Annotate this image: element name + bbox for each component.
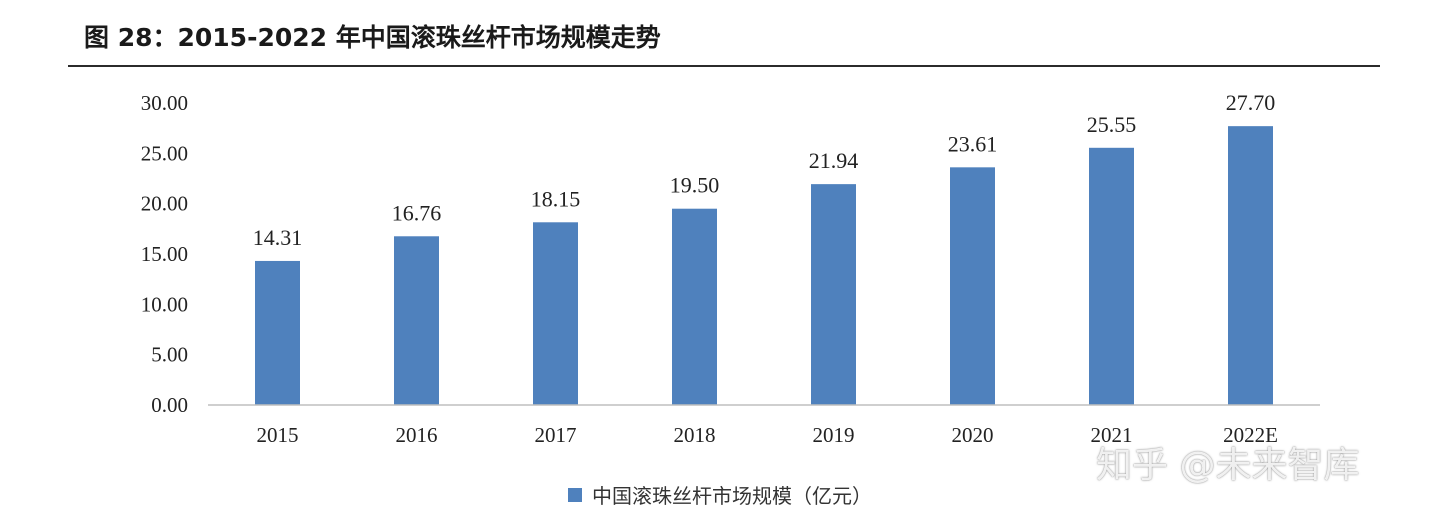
y-tick-label: 10.00 xyxy=(141,292,188,316)
data-label-2018: 19.50 xyxy=(670,173,720,198)
x-tick-label-2021: 2021 xyxy=(1091,423,1133,447)
bar-2015 xyxy=(255,260,300,405)
y-tick-label: 25.00 xyxy=(141,141,188,165)
legend-swatch xyxy=(568,487,582,502)
legend: 中国滚珠丝杆市场规模（亿元） xyxy=(0,480,1440,509)
x-tick-label-2015: 2015 xyxy=(257,423,299,447)
x-tick-label-2020: 2020 xyxy=(952,423,994,447)
x-tick-label-2016: 2016 xyxy=(396,423,438,447)
bar-2022E xyxy=(1228,126,1273,406)
y-tick-label: 15.00 xyxy=(141,242,188,266)
data-label-2016: 16.76 xyxy=(392,200,442,225)
x-axis: 2015 2016 2017 2018 2019 2020 2021 2022E xyxy=(257,423,1278,447)
y-axis: 0.00 5.00 10.00 15.00 20.00 25.00 30.00 xyxy=(141,91,188,417)
bar-2019 xyxy=(811,184,856,405)
figure-title: 图 28：2015-2022 年中国滚珠丝杆市场规模走势 xyxy=(84,23,661,52)
x-tick-label-2018: 2018 xyxy=(674,423,716,447)
bar-series: 14.31 16.76 18.15 19.50 21.94 23.61 25.55 27.70 xyxy=(253,90,1276,406)
data-label-2021: 25.55 xyxy=(1087,112,1137,137)
x-tick-label-2019: 2019 xyxy=(813,423,855,447)
data-label-2019: 21.94 xyxy=(809,148,859,173)
bar-2016 xyxy=(394,236,439,405)
bar-2021 xyxy=(1089,147,1134,405)
data-label-2017: 18.15 xyxy=(531,186,581,211)
bar-2017 xyxy=(533,222,578,405)
data-label-2015: 14.31 xyxy=(253,225,303,250)
x-tick-label-2017: 2017 xyxy=(535,423,577,447)
data-label-2022E: 27.70 xyxy=(1226,90,1276,115)
bar-2018 xyxy=(672,208,717,405)
bar-2020 xyxy=(950,167,995,405)
legend-label: 中国滚珠丝杆市场规模（亿元） xyxy=(592,484,872,508)
y-tick-label: 30.00 xyxy=(141,91,188,115)
y-tick-label: 0.00 xyxy=(151,393,188,417)
y-tick-label: 20.00 xyxy=(141,192,188,216)
data-label-2020: 23.61 xyxy=(948,131,998,156)
y-tick-label: 5.00 xyxy=(151,343,188,367)
title-divider xyxy=(68,65,1380,67)
x-tick-label-2022E: 2022E xyxy=(1223,423,1278,447)
